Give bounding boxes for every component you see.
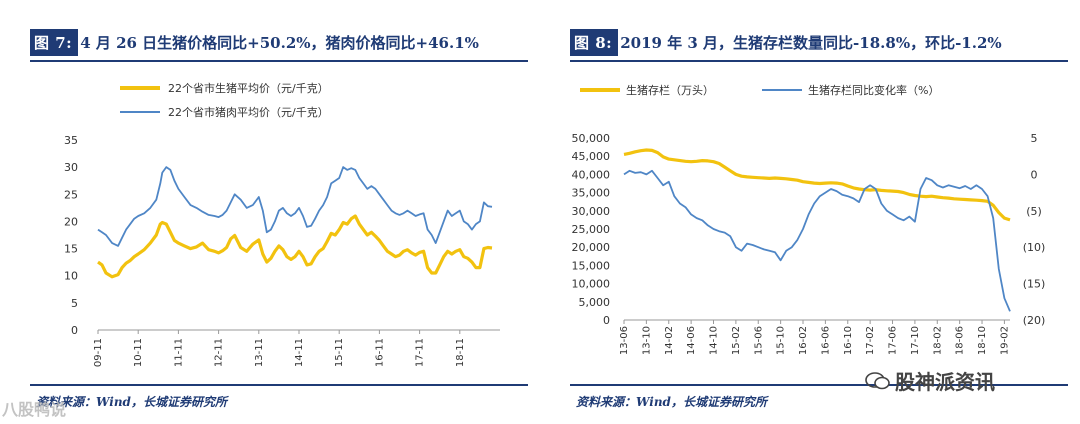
figure-7-source: 资料来源：Wind，长城证券研究所 <box>36 395 227 409</box>
chart-8-legend: 生猪存栏（万头） 生猪存栏同比变化率（%） <box>580 83 939 97</box>
x-tick-label: 18-02 <box>932 326 943 355</box>
x-tick-label: 15-02 <box>731 326 742 355</box>
x-tick-label: 17-02 <box>865 326 876 355</box>
x-tick-label: 17-10 <box>910 326 921 355</box>
y-left-tick-label: 20,000 <box>572 241 611 254</box>
y-tick-label: 30 <box>64 161 78 174</box>
series-line-hog-inventory-yoy <box>623 169 1011 312</box>
chart-8-series <box>623 148 1011 312</box>
x-tick-label: 16-11 <box>374 338 385 367</box>
y-tick-label: 25 <box>64 188 78 201</box>
y-left-tick-label: 45,000 <box>572 150 611 163</box>
y-tick-label: 15 <box>64 243 78 256</box>
watermark-right: 股神派资讯 <box>865 366 995 395</box>
x-tick-label: 13-06 <box>619 326 630 355</box>
y-left-tick-label: 15,000 <box>572 259 611 272</box>
x-tick-label: 14-10 <box>709 326 720 355</box>
y-tick-label: 10 <box>64 270 78 283</box>
x-tick-label: 14-11 <box>294 338 305 367</box>
wechat-icon <box>865 371 890 389</box>
x-tick-label: 12-11 <box>214 338 225 367</box>
chart-8-x-axis: 13-06 13-10 14-02 14-06 14-10 15-02 15-06 15-10… <box>619 320 1010 355</box>
x-tick-label: 09-11 <box>93 338 104 367</box>
figure-8-panel: 图 8: 2019 年 3 月，生猪存栏数量同比-18.8%，环比-1.2% 生… <box>540 0 1080 424</box>
y-right-tick-label: (10) <box>1023 241 1046 254</box>
chart-hog-inventory: 生猪存栏（万头） 生猪存栏同比变化率（%） 0 5,000 10,000 15,000… <box>572 83 1046 355</box>
legend-label-live-hog: 22个省市生猪平均价（元/千克） <box>168 81 329 95</box>
x-tick-label: 14-06 <box>686 326 697 355</box>
chart-7-x-axis: 09-11 10-11 11-11 12-11 13-11 14-11 15-11 16-11… <box>93 330 466 367</box>
y-right-tick-label: (5) <box>1026 205 1042 218</box>
x-tick-label: 18-11 <box>455 338 466 367</box>
legend-label-pork: 22个省市猪肉平均价（元/千克） <box>168 105 329 119</box>
figure-7-bottom-rule <box>30 384 528 386</box>
y-left-tick-label: 30,000 <box>572 205 611 218</box>
y-left-tick-label: 0 <box>603 314 610 327</box>
chart-pig-pork-prices: 22个省市生猪平均价（元/千克） 22个省市猪肉平均价（元/千克） 0 5 10 15… <box>64 81 500 367</box>
series-line-live-hog-price <box>97 214 493 279</box>
x-tick-label: 11-11 <box>173 338 184 367</box>
x-tick-label: 13-10 <box>641 326 652 355</box>
y-left-tick-label: 10,000 <box>572 278 611 291</box>
x-tick-label: 15-10 <box>776 326 787 355</box>
x-tick-label: 17-06 <box>888 326 899 355</box>
figure-8-title-rule <box>570 60 1068 62</box>
watermark-left: 八股鸭说 <box>2 400 67 419</box>
y-tick-label: 5 <box>71 297 78 310</box>
series-line-pork-price <box>97 166 493 247</box>
chart-7-series <box>97 166 493 279</box>
y-right-tick-label: (20) <box>1023 314 1046 327</box>
figure-7-title-row: 图 7: 4 月 26 日生猪价格同比+50.2%，猪肉价格同比+46.1% <box>30 28 479 56</box>
figure-8-label: 图 8: <box>570 28 619 56</box>
y-left-tick-label: 40,000 <box>572 168 611 181</box>
figure-7-panel: 图 7: 4 月 26 日生猪价格同比+50.2%，猪肉价格同比+46.1% 2… <box>30 28 528 409</box>
x-tick-label: 10-11 <box>133 338 144 367</box>
chart-8-right-y-axis: 5 0 (5) (10) (15) (20) <box>1023 132 1046 327</box>
figure-8-title-row: 图 8: 2019 年 3 月，生猪存栏数量同比-18.8%，环比-1.2% <box>570 28 1002 56</box>
x-tick-label: 16-02 <box>798 326 809 355</box>
x-tick-label: 18-06 <box>955 326 966 355</box>
chart-8-left-y-axis: 0 5,000 10,000 15,000 20,000 25,000 30,000 35,0… <box>572 132 611 327</box>
y-right-tick-label: (15) <box>1023 278 1046 291</box>
y-right-tick-label: 0 <box>1031 168 1038 181</box>
x-tick-label: 15-11 <box>334 338 345 367</box>
chart-7-y-axis: 0 5 10 15 20 25 30 35 <box>64 134 78 337</box>
y-left-tick-label: 35,000 <box>572 187 611 200</box>
figure-8-title: 2019 年 3 月，生猪存栏数量同比-18.8%，环比-1.2% <box>620 33 1002 52</box>
figure-8-bottom-rule <box>570 384 1068 386</box>
x-tick-label: 16-10 <box>843 326 854 355</box>
x-tick-label: 15-06 <box>753 326 764 355</box>
y-tick-label: 20 <box>64 215 78 228</box>
y-tick-label: 0 <box>71 324 78 337</box>
x-tick-label: 18-10 <box>977 326 988 355</box>
y-left-tick-label: 50,000 <box>572 132 611 145</box>
y-left-tick-label: 25,000 <box>572 223 611 236</box>
y-left-tick-label: 5,000 <box>579 296 611 309</box>
figure-7-title-rule <box>30 60 528 62</box>
figure-7-title: 4 月 26 日生猪价格同比+50.2%，猪肉价格同比+46.1% <box>80 33 479 52</box>
legend-label-yoy: 生猪存栏同比变化率（%） <box>808 83 939 97</box>
x-tick-label: 13-11 <box>254 338 265 367</box>
y-tick-label: 35 <box>64 134 78 147</box>
figure-8-source: 资料来源：Wind，长城证券研究所 <box>576 395 767 409</box>
series-line-hog-inventory <box>623 148 1011 222</box>
x-tick-label: 19-02 <box>999 326 1010 355</box>
x-tick-label: 16-06 <box>820 326 831 355</box>
x-tick-label: 14-02 <box>664 326 675 355</box>
legend-label-inventory: 生猪存栏（万头） <box>626 83 714 97</box>
watermark-right-text: 股神派资讯 <box>895 370 995 394</box>
y-right-tick-label: 5 <box>1031 132 1038 145</box>
figure-7-label: 图 7: <box>30 28 79 56</box>
x-tick-label: 17-11 <box>415 338 426 367</box>
chart-7-legend: 22个省市生猪平均价（元/千克） 22个省市猪肉平均价（元/千克） <box>120 81 329 119</box>
